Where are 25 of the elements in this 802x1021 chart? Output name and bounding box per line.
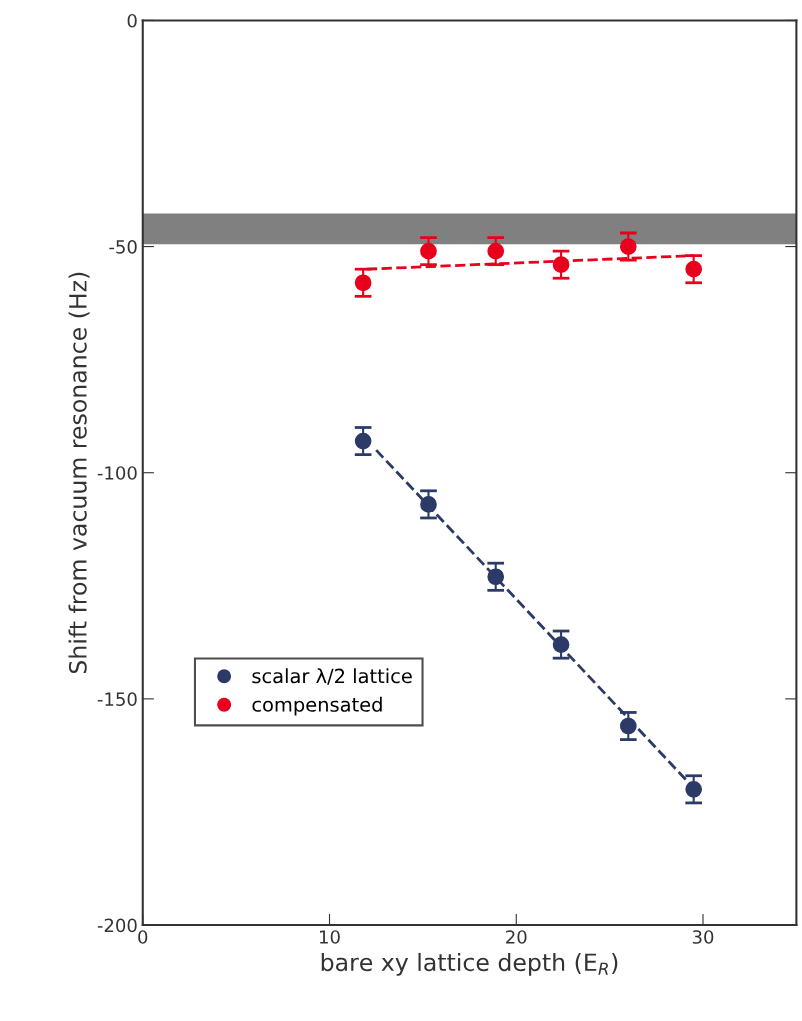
x-axis-title: bare xy lattice depth (E$_{R}$) bbox=[321, 952, 618, 976]
point bbox=[420, 496, 437, 513]
y-axis-title: Shift from vacuum resonance (Hz) bbox=[68, 272, 90, 674]
y-tick-label: -100 bbox=[97, 466, 137, 480]
point bbox=[685, 781, 703, 798]
point bbox=[552, 256, 570, 273]
x-tick-label: 30 bbox=[692, 930, 714, 944]
point bbox=[354, 432, 372, 450]
point bbox=[420, 242, 437, 260]
x-tick-label: 0 bbox=[138, 930, 148, 944]
point bbox=[354, 274, 372, 292]
y-tick-label: -50 bbox=[109, 240, 137, 254]
point bbox=[487, 242, 505, 260]
x-tick-label: 10 bbox=[320, 930, 340, 944]
point bbox=[552, 636, 570, 653]
y-tick-label: -200 bbox=[97, 918, 137, 933]
point bbox=[685, 260, 703, 278]
point bbox=[487, 568, 505, 586]
y-tick-label: -150 bbox=[97, 692, 137, 706]
x-tick-label: 20 bbox=[506, 930, 527, 944]
legend-label: scalar λ/2 lattice bbox=[252, 668, 412, 685]
point bbox=[619, 717, 637, 735]
legend-label: compensated bbox=[252, 696, 382, 716]
y-tick-label: 0 bbox=[127, 13, 137, 28]
point bbox=[619, 238, 637, 255]
